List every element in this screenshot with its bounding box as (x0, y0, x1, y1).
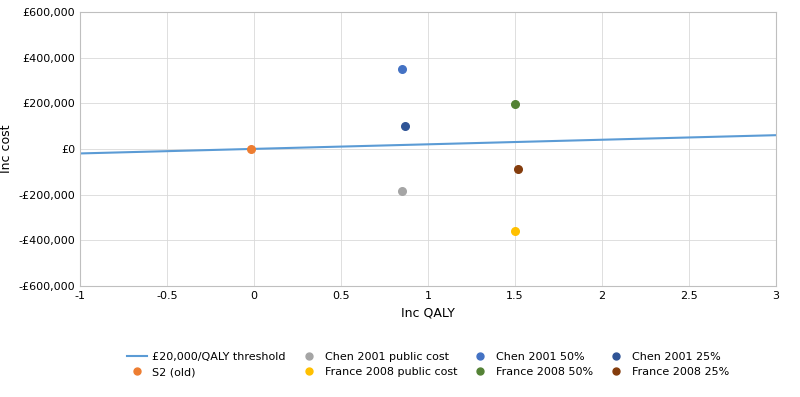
Point (395, 188, 408, 194)
Legend: £20,000/QALY threshold, S2 (old), Chen 2001 public cost, France 2008 public cost: £20,000/QALY threshold, S2 (old), Chen 2… (126, 352, 730, 377)
Point (509, 101, 522, 108)
X-axis label: Inc QALY: Inc QALY (401, 306, 455, 319)
Point (244, 146, 257, 152)
Point (395, 66, 408, 72)
Point (509, 227, 522, 234)
Point (512, 166, 525, 172)
Point (399, 123, 412, 129)
Y-axis label: Inc cost: Inc cost (0, 125, 13, 173)
